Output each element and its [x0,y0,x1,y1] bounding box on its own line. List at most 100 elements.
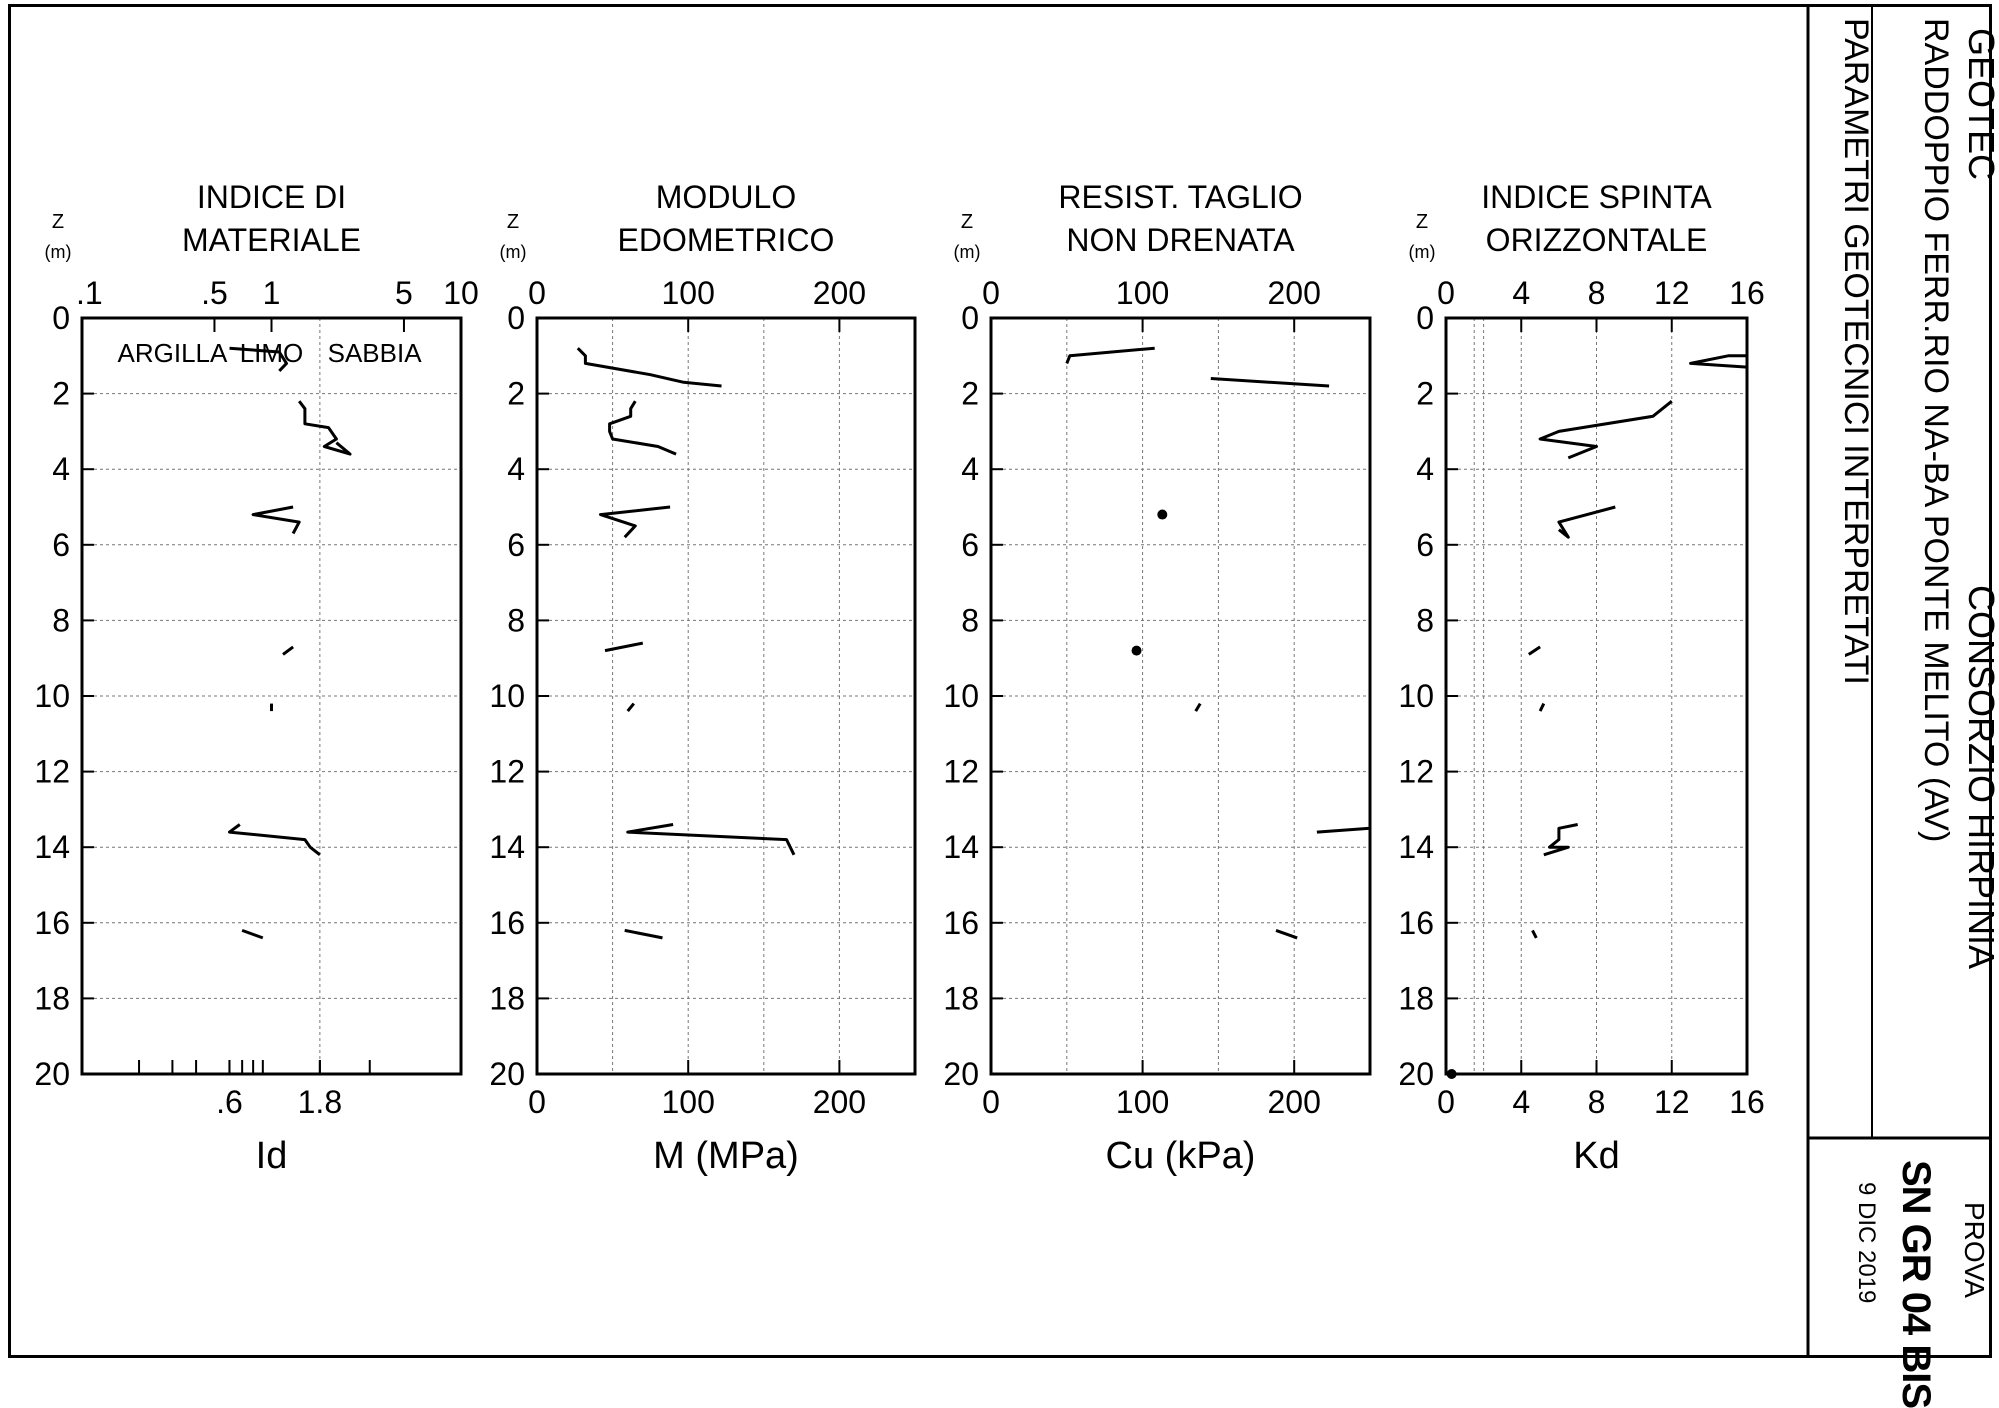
data-series-line [1210,377,1330,388]
x-tick-label-bottom: 0 [982,1084,1000,1120]
data-series-line [1538,702,1546,712]
x-tick-label-top: 8 [1588,275,1606,311]
z-axis-label: Z [961,211,973,233]
data-series-line [626,702,635,713]
depth-tick-label: 8 [52,602,70,638]
data-series-line [228,823,321,856]
chart-title-line2: EDOMETRICO [618,222,835,258]
x-axis-label: Id [256,1135,288,1177]
chart-title-line1: INDICE SPINTA [1481,179,1712,215]
x-tick-label-top: 16 [1729,275,1765,311]
x-axis-label: Kd [1573,1135,1619,1177]
chart-panel-2: 0 2 4 6 8 10 12 14 16 18 20 Z (m) MODULO EDOMETRICO 0 10… [489,179,917,1177]
data-series-line [229,346,288,372]
depth-tick-label: 6 [507,527,525,563]
x-tick-label-top: 100 [1116,275,1169,311]
zone-label: LIMO [240,338,304,368]
depth-tick-label: 8 [961,602,979,638]
depth-tick-label: 10 [943,678,979,714]
z-axis-unit: (m) [1409,242,1436,262]
depth-tick-label: 12 [34,754,70,790]
chart-title-line1: INDICE DI [197,179,346,215]
depth-tick-label: 2 [507,376,525,412]
data-series-line [626,823,796,856]
company-name: GEOTEC [1961,28,1999,181]
depth-tick-label: 18 [1398,980,1434,1016]
x-tick-label-top: 0 [982,275,1000,311]
client-name: CONSORZIO HIRPINIA [1961,585,1999,970]
data-point [1157,509,1168,520]
depth-tick-label: 10 [1398,678,1434,714]
depth-tick-label: 4 [52,451,70,487]
x-tick-label-top: 200 [1268,275,1321,311]
depth-tick-label: 14 [489,829,525,865]
data-point [1446,1069,1457,1079]
depth-tick-label: 6 [961,527,979,563]
depth-tick-label: 16 [943,905,979,941]
data-series-line [624,928,663,940]
data-series-line [1275,928,1298,940]
depth-tick-label: 6 [1416,527,1434,563]
chart-title-line2: ORIZZONTALE [1486,222,1708,258]
report-subtitle: PARAMETRI GEOTECNICI INTERPRETATI [1837,18,1875,685]
x-tick-label-top: 10 [443,275,479,311]
x-tick-label-top: 0 [528,275,546,311]
chart-panel-3: 0 2 4 6 8 10 12 14 16 18 20 Z (m) RESIST. TAGLIO NON D… [943,179,1372,1177]
depth-tick-label: 18 [943,980,979,1016]
x-tick-label-bottom: 0 [528,1084,546,1120]
chart-title-line1: MODULO [656,179,796,215]
data-series-line [282,645,294,656]
x-tick-label-bottom: .6 [216,1084,243,1120]
depth-tick-label: 0 [52,300,70,336]
data-point [1131,645,1142,656]
test-id: SN GR 04 BIS [1894,1160,1938,1408]
page-frame [8,4,1992,1358]
test-date: 9 DIC 2019 [1853,1182,1880,1304]
depth-tick-label: 4 [1416,451,1434,487]
depth-tick-label: 14 [34,829,70,865]
data-series-line [1538,400,1673,460]
depth-tick-label: 20 [943,1056,979,1092]
data-series-line [298,400,352,456]
x-tick-label-top: 12 [1654,275,1690,311]
depth-tick-label: 12 [489,754,525,790]
depth-tick-label: 8 [1416,602,1434,638]
x-tick-label-bottom: 100 [1116,1084,1169,1120]
depth-tick-label: 14 [1398,829,1434,865]
depth-tick-label: 2 [1416,376,1434,412]
data-series-line [1543,823,1578,857]
x-tick-label-bottom: 1.8 [298,1084,342,1120]
depth-tick-label: 2 [961,376,979,412]
zone-label: SABBIA [328,338,423,368]
depth-tick-label: 2 [52,376,70,412]
depth-tick-label: 12 [943,754,979,790]
depth-tick-label: 10 [34,678,70,714]
x-tick-label-top: 200 [813,275,866,311]
depth-tick-label: 18 [489,980,525,1016]
x-tick-label-bottom: 12 [1654,1084,1690,1120]
data-series-line [576,347,722,388]
depth-tick-label: 6 [52,527,70,563]
data-series-line [599,505,671,539]
chart-title-line1: RESIST. TAGLIO [1058,179,1302,215]
data-series-line [251,505,301,535]
z-axis-unit: (m) [45,242,72,262]
depth-tick-label: 20 [34,1056,70,1092]
x-tick-label-top: .1 [76,275,103,311]
chart-title-line2: NON DRENATA [1066,222,1295,258]
x-tick-label-bottom: 16 [1729,1084,1765,1120]
x-tick-label-bottom: 4 [1512,1084,1530,1120]
depth-tick-label: 12 [1398,754,1434,790]
data-series-line [608,400,677,456]
depth-tick-label: 16 [1398,905,1434,941]
depth-tick-label: 18 [34,980,70,1016]
x-tick-label-bottom: 200 [813,1084,866,1120]
depth-tick-label: 10 [489,678,525,714]
x-tick-label-top: 0 [1437,275,1455,311]
chart-panel-4: 0 2 4 6 8 10 12 14 16 18 20 Z (m) INDICE SPINTA ORIZZO… [1398,179,1764,1177]
depth-tick-label: 0 [507,300,525,336]
data-series-line [1557,505,1616,539]
x-axis-label: M (MPa) [653,1135,799,1177]
